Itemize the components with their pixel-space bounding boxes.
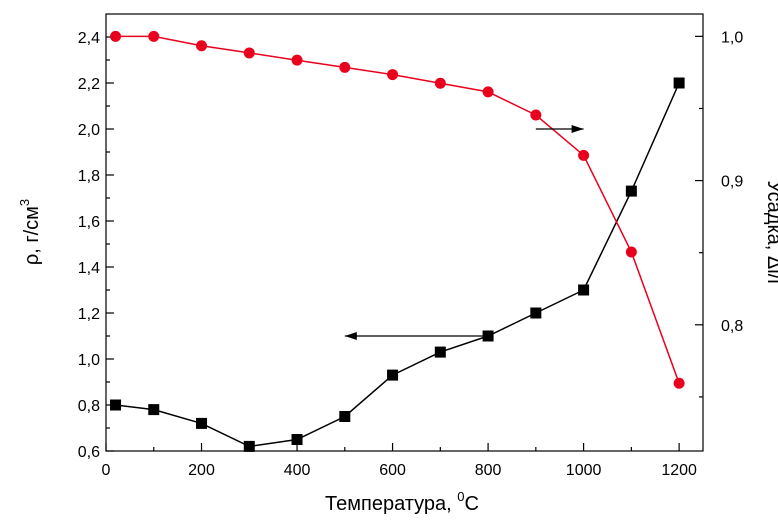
left-y-tick-label: 0,6	[78, 444, 100, 461]
x-tick-label: 600	[379, 462, 406, 479]
right-y-tick-label: 0,9	[721, 174, 743, 191]
left-y-tick-label: 2,0	[78, 122, 100, 139]
left-y-tick-label: 2,4	[78, 30, 100, 47]
density-point	[339, 411, 351, 422]
right-y-axis-label: Усадка, Δl/l	[763, 180, 778, 283]
shrinkage-point	[530, 109, 542, 121]
shrinkage-point	[243, 47, 255, 59]
x-tick-label: 400	[284, 462, 311, 479]
shrinkage-point	[673, 377, 685, 389]
left-y-tick-label: 1,4	[78, 260, 100, 277]
shrinkage-point	[578, 149, 590, 161]
density-point	[434, 346, 446, 358]
shrinkage-point	[387, 69, 399, 81]
shrinkage-point	[482, 86, 494, 98]
density-point	[625, 185, 637, 197]
left-y-tick-label: 1,8	[78, 168, 100, 185]
density-point	[243, 440, 255, 452]
x-tick-label: 1000	[566, 462, 602, 479]
x-axis: 0 200 400 600 800 1000 1200	[102, 443, 697, 479]
left-y-tick-label: 2,2	[78, 76, 100, 93]
density-point	[148, 404, 160, 416]
x-tick-label: 800	[475, 462, 502, 479]
shrinkage-point	[196, 40, 208, 52]
density-point	[110, 399, 122, 411]
shrinkage-point	[110, 30, 122, 42]
left-y-axis: 0,6 0,8 1,0 1,2 1,4 1,6 1,8 2,0 2,2 2,4	[78, 30, 114, 461]
x-tick-label: 1200	[661, 462, 697, 479]
density-point	[530, 307, 542, 319]
left-y-axis-label: ρ, г/см3	[17, 199, 43, 265]
left-y-tick-label: 0,8	[78, 398, 100, 415]
density-point	[387, 369, 399, 381]
left-y-tick-label: 1,2	[78, 306, 100, 323]
shrinkage-point	[148, 30, 160, 42]
x-axis-label: Температура, 0C	[325, 489, 479, 515]
density-point	[673, 77, 685, 89]
arrow-head	[344, 332, 357, 340]
left-y-tick-label: 1,0	[78, 352, 100, 369]
arrow-head	[571, 125, 584, 133]
x-tick-label: 0	[102, 462, 111, 479]
x-tick-label: 200	[188, 462, 215, 479]
annotation-layer	[344, 125, 584, 340]
shrinkage-point	[339, 61, 351, 73]
series-line-shrinkage	[115, 35, 680, 384]
shrinkage-point	[291, 54, 303, 66]
right-y-tick-label: 0,8	[721, 318, 743, 335]
right-y-axis: 0,8 0,9 1,0	[695, 29, 743, 398]
series-layer	[110, 30, 685, 452]
plot-frame	[105, 13, 704, 452]
shrinkage-point	[625, 246, 637, 258]
series-line-density	[115, 82, 680, 448]
density-point	[291, 434, 303, 445]
right-y-tick-label: 1,0	[721, 29, 743, 46]
left-y-tick-label: 1,6	[78, 214, 100, 231]
density-point	[196, 417, 208, 429]
density-point	[578, 284, 590, 296]
shrinkage-point	[434, 77, 446, 89]
